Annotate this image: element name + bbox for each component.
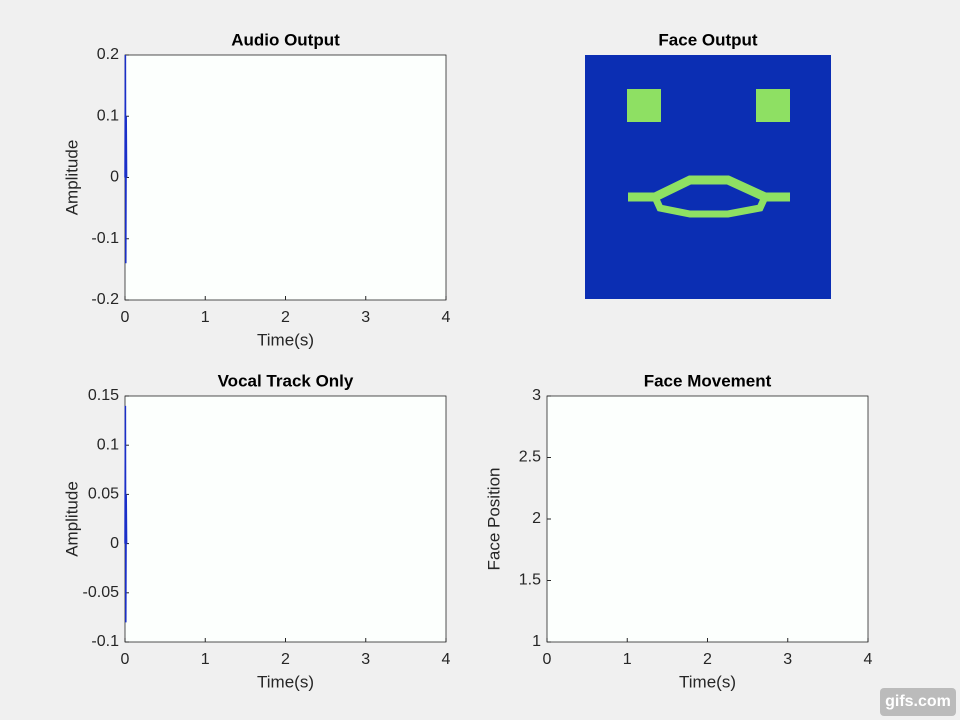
left-eye — [627, 89, 661, 122]
watermark-box — [880, 688, 956, 716]
chart-title: Audio Output — [231, 30, 340, 49]
y-tick-label: 1 — [532, 633, 541, 650]
plot-area — [546, 395, 869, 643]
line-series — [124, 405, 128, 623]
y-tick-label: -0.1 — [91, 230, 119, 247]
y-tick-label: 0 — [110, 535, 119, 552]
y-tick-label: -0.2 — [91, 291, 119, 308]
x-tick-label: 0 — [121, 309, 130, 326]
x-tick-label: 2 — [281, 651, 290, 668]
y-tick-label: 0.15 — [88, 387, 119, 404]
x-axis-label: Time(s) — [257, 672, 314, 691]
x-tick-label: 0 — [121, 651, 130, 668]
watermark: gifs.com — [885, 693, 951, 710]
y-tick-label: 0 — [110, 169, 119, 186]
y-tick-label: 2 — [532, 510, 541, 527]
y-tick-label: 0.1 — [97, 436, 119, 453]
y-tick-label: 0.05 — [88, 486, 119, 503]
x-tick-label: 1 — [201, 309, 210, 326]
y-tick-label: -0.1 — [91, 633, 119, 650]
x-tick-label: 1 — [623, 651, 632, 668]
y-axis-label: Amplitude — [62, 481, 81, 557]
line-series — [124, 54, 128, 264]
x-tick-label: 0 — [543, 651, 552, 668]
plot-area — [124, 395, 447, 643]
right-eye — [756, 89, 790, 122]
face-image — [585, 55, 831, 299]
y-tick-label: 0.2 — [97, 46, 119, 63]
upper-lip — [628, 175, 790, 202]
chart-title: Face Movement — [644, 371, 772, 390]
x-tick-label: 2 — [281, 309, 290, 326]
x-tick-label: 4 — [864, 651, 873, 668]
x-axis-label: Time(s) — [257, 330, 314, 349]
x-tick-label: 3 — [361, 309, 370, 326]
x-tick-label: 3 — [783, 651, 792, 668]
y-tick-label: -0.05 — [83, 584, 120, 601]
y-tick-label: 3 — [532, 387, 541, 404]
chart-title: Vocal Track Only — [218, 371, 354, 390]
y-axis-label: Face Position — [484, 468, 503, 571]
x-tick-label: 1 — [201, 651, 210, 668]
y-tick-label: 0.1 — [97, 107, 119, 124]
y-tick-label: 1.5 — [519, 572, 541, 589]
plot-area — [124, 54, 447, 301]
y-tick-label: 2.5 — [519, 449, 541, 466]
x-tick-label: 3 — [361, 651, 370, 668]
y-axis-label: Amplitude — [62, 140, 81, 216]
x-tick-label: 4 — [442, 651, 451, 668]
x-tick-label: 4 — [442, 309, 451, 326]
chart-title: Face Output — [658, 30, 758, 49]
x-tick-label: 2 — [703, 651, 712, 668]
x-axis-label: Time(s) — [679, 672, 736, 691]
